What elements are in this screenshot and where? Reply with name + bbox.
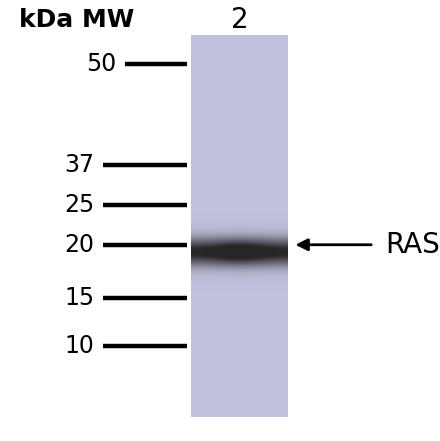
Text: 15: 15 — [65, 286, 95, 310]
Bar — [191, 35, 288, 417]
Text: RAS: RAS — [385, 231, 440, 259]
Text: 25: 25 — [64, 193, 95, 217]
Text: 20: 20 — [65, 233, 95, 257]
Text: 2: 2 — [231, 6, 249, 34]
Text: kDa MW: kDa MW — [19, 8, 135, 32]
Text: 50: 50 — [86, 52, 117, 76]
Text: 37: 37 — [65, 153, 95, 177]
Text: 10: 10 — [65, 334, 95, 358]
